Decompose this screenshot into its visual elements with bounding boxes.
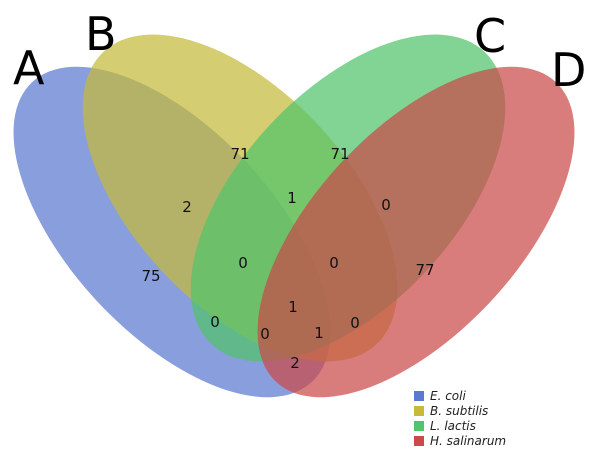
legend: E. coli B. subtilis L. lactis H. salinar… bbox=[414, 389, 506, 448]
legend-label-b-subtilis: B. subtilis bbox=[430, 404, 488, 418]
region-abcd-count: 1 bbox=[288, 298, 298, 316]
legend-label-e-coli: E. coli bbox=[430, 389, 466, 403]
region-ab-count: 2 bbox=[182, 198, 192, 216]
legend-swatch-b-subtilis bbox=[414, 406, 424, 416]
region-ad-count: 2 bbox=[290, 354, 300, 372]
legend-label-h-salinarum: H. salinarum bbox=[430, 434, 506, 448]
region-c-count: 71 bbox=[330, 145, 349, 163]
region-abd-count: 1 bbox=[314, 324, 324, 342]
region-bc-count: 1 bbox=[287, 189, 297, 207]
region-b-count: 71 bbox=[230, 145, 249, 163]
legend-swatch-l-lactis bbox=[414, 421, 424, 431]
legend-swatch-h-salinarum bbox=[414, 436, 424, 446]
set-d-letter: D bbox=[551, 43, 586, 97]
set-b-letter: B bbox=[85, 7, 117, 61]
region-a-count: 75 bbox=[141, 267, 160, 285]
region-bcd-count: 0 bbox=[329, 254, 339, 272]
region-acd-count: 0 bbox=[260, 325, 270, 343]
region-cd-count: 0 bbox=[381, 196, 391, 214]
set-d-ellipse bbox=[257, 66, 575, 398]
legend-swatch-e-coli bbox=[414, 391, 424, 401]
region-d-count: 77 bbox=[415, 261, 434, 279]
set-c-letter: C bbox=[474, 9, 506, 63]
region-abc-count: 0 bbox=[238, 254, 248, 272]
set-a-letter: A bbox=[13, 41, 45, 95]
region-ac-count: 0 bbox=[210, 313, 220, 331]
legend-label-l-lactis: L. lactis bbox=[430, 419, 476, 433]
region-bd-count: 0 bbox=[350, 314, 360, 332]
